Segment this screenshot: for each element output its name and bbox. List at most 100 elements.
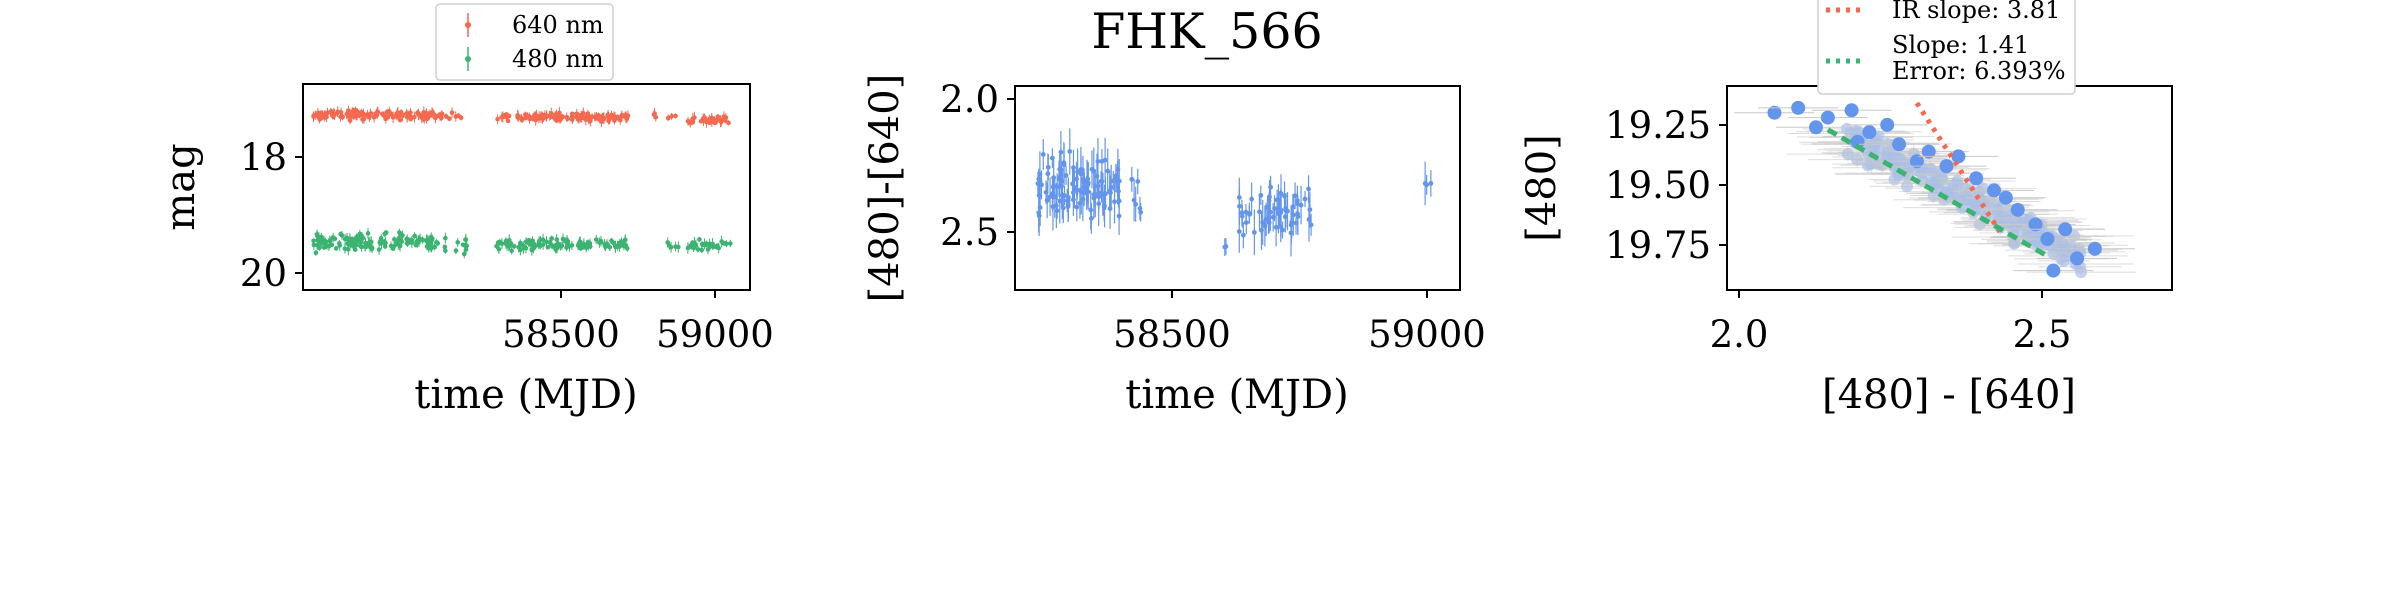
p1-point-640nm bbox=[687, 120, 693, 126]
p1-point-640nm bbox=[585, 111, 591, 116]
p1-point-480nm bbox=[581, 241, 587, 247]
p2-point bbox=[1070, 181, 1075, 187]
p1-point-480nm bbox=[722, 241, 728, 246]
p2-point bbox=[1088, 207, 1094, 213]
p1-point-480nm bbox=[710, 241, 715, 247]
p2-point bbox=[1306, 217, 1312, 222]
p2-point bbox=[1089, 166, 1095, 172]
p1-point-640nm bbox=[495, 116, 500, 122]
p1-point-480nm bbox=[537, 243, 543, 249]
p1-point-480nm bbox=[382, 231, 387, 237]
p1-point-480nm bbox=[404, 236, 410, 242]
p3-xtick-label-2.5: 2.5 bbox=[2013, 313, 2072, 356]
p1-ylabel: mag bbox=[158, 143, 204, 230]
p2-point bbox=[1307, 207, 1313, 212]
p1-point-480nm bbox=[715, 243, 720, 249]
p1-point-640nm bbox=[404, 114, 410, 120]
p1-point-480nm bbox=[354, 239, 360, 245]
p1-point-640nm bbox=[580, 110, 586, 116]
p3-point bbox=[1850, 134, 1865, 149]
p1-point-640nm bbox=[394, 111, 399, 116]
p2-point bbox=[1285, 208, 1290, 214]
p1-point-640nm bbox=[381, 113, 387, 119]
p3-marks bbox=[1734, 100, 2137, 279]
p1-point-480nm bbox=[509, 248, 514, 254]
p1-point-640nm bbox=[408, 110, 413, 115]
p2-point bbox=[1262, 223, 1268, 229]
p1-point-640nm bbox=[504, 112, 509, 117]
p1-legend-label-480: 480 nm bbox=[512, 45, 604, 73]
p2-point bbox=[1061, 162, 1067, 168]
p2-ytick-label-2.0: 2.0 bbox=[940, 78, 999, 121]
p2-point bbox=[1268, 184, 1274, 190]
p1-point-640nm bbox=[715, 114, 721, 120]
p1-point-640nm bbox=[453, 114, 459, 119]
p2-xtick-label-59000: 59000 bbox=[1368, 313, 1486, 356]
p1-point-640nm bbox=[669, 113, 674, 119]
p1-point-640nm bbox=[518, 115, 524, 121]
p1-point-640nm bbox=[322, 115, 328, 120]
p1-point-640nm bbox=[692, 115, 697, 120]
p3-legend-box bbox=[1817, 0, 2076, 95]
p2-point bbox=[1036, 210, 1042, 216]
p1-point-640nm bbox=[412, 114, 417, 120]
p1-point-640nm bbox=[399, 112, 405, 118]
p2-point bbox=[1095, 183, 1101, 189]
p2-point bbox=[1251, 229, 1257, 235]
p3-cloud-point bbox=[2057, 254, 2070, 267]
p1-point-480nm bbox=[464, 243, 470, 249]
p3-point bbox=[1880, 117, 1895, 132]
p1-point-640nm bbox=[565, 116, 570, 122]
p2-point bbox=[1288, 230, 1294, 236]
p2-point bbox=[1236, 229, 1242, 234]
p3-ytick-label-19.50: 19.50 bbox=[1605, 164, 1711, 207]
p1-point-480nm bbox=[560, 236, 566, 242]
p1-ytick-label-20: 20 bbox=[240, 252, 287, 295]
p1-point-480nm bbox=[443, 248, 448, 253]
p1-point-480nm bbox=[553, 247, 559, 252]
p1-point-480nm bbox=[396, 236, 402, 241]
p1-point-480nm bbox=[461, 251, 467, 257]
p1-point-480nm bbox=[504, 242, 510, 248]
p1-point-640nm bbox=[698, 118, 704, 124]
p2-point bbox=[1077, 200, 1083, 206]
p1-point-640nm bbox=[612, 116, 617, 121]
p1-point-640nm bbox=[560, 114, 566, 120]
p2-point bbox=[1222, 244, 1228, 250]
p1-point-480nm bbox=[549, 242, 554, 247]
p1-point-640nm bbox=[598, 115, 604, 121]
p3-point bbox=[1844, 103, 1859, 118]
p2-point bbox=[1131, 197, 1137, 203]
p3-point bbox=[2040, 232, 2055, 246]
p2-point bbox=[1116, 178, 1122, 184]
p1-point-640nm bbox=[390, 115, 396, 120]
p2-point bbox=[1306, 186, 1311, 192]
p2-point bbox=[1036, 176, 1042, 182]
p1-point-640nm bbox=[665, 115, 671, 121]
p3-legend-label-error: Error: 6.393% bbox=[1892, 57, 2066, 85]
p2-point bbox=[1057, 166, 1063, 172]
p2-point bbox=[1058, 149, 1064, 155]
p1-point-640nm bbox=[721, 115, 727, 121]
p2-point bbox=[1108, 190, 1113, 196]
p1-point-480nm bbox=[544, 239, 549, 245]
p3-point bbox=[1892, 137, 1907, 152]
p1-point-640nm bbox=[437, 112, 442, 118]
p1-xtick-label-58500: 58500 bbox=[502, 313, 620, 356]
p1-point-480nm bbox=[428, 241, 434, 246]
p1-point-480nm bbox=[538, 237, 543, 243]
p2-point bbox=[1246, 210, 1252, 216]
p2-point bbox=[1050, 191, 1055, 197]
p2-point bbox=[1428, 180, 1434, 186]
p3-point bbox=[2046, 263, 2061, 278]
p2-ylabel: [480]-[640] bbox=[862, 74, 908, 303]
p2-point bbox=[1289, 219, 1295, 225]
p3-cloud-point bbox=[1872, 143, 1885, 156]
p1-point-480nm bbox=[316, 235, 322, 241]
p2-point bbox=[1308, 222, 1314, 228]
p2-point bbox=[1112, 199, 1117, 205]
p2-point bbox=[1260, 220, 1266, 225]
p2-title: FHK_566 bbox=[1091, 3, 1322, 60]
p3-xlabel: [480] - [640] bbox=[1822, 372, 2076, 418]
p2-point bbox=[1099, 179, 1105, 184]
